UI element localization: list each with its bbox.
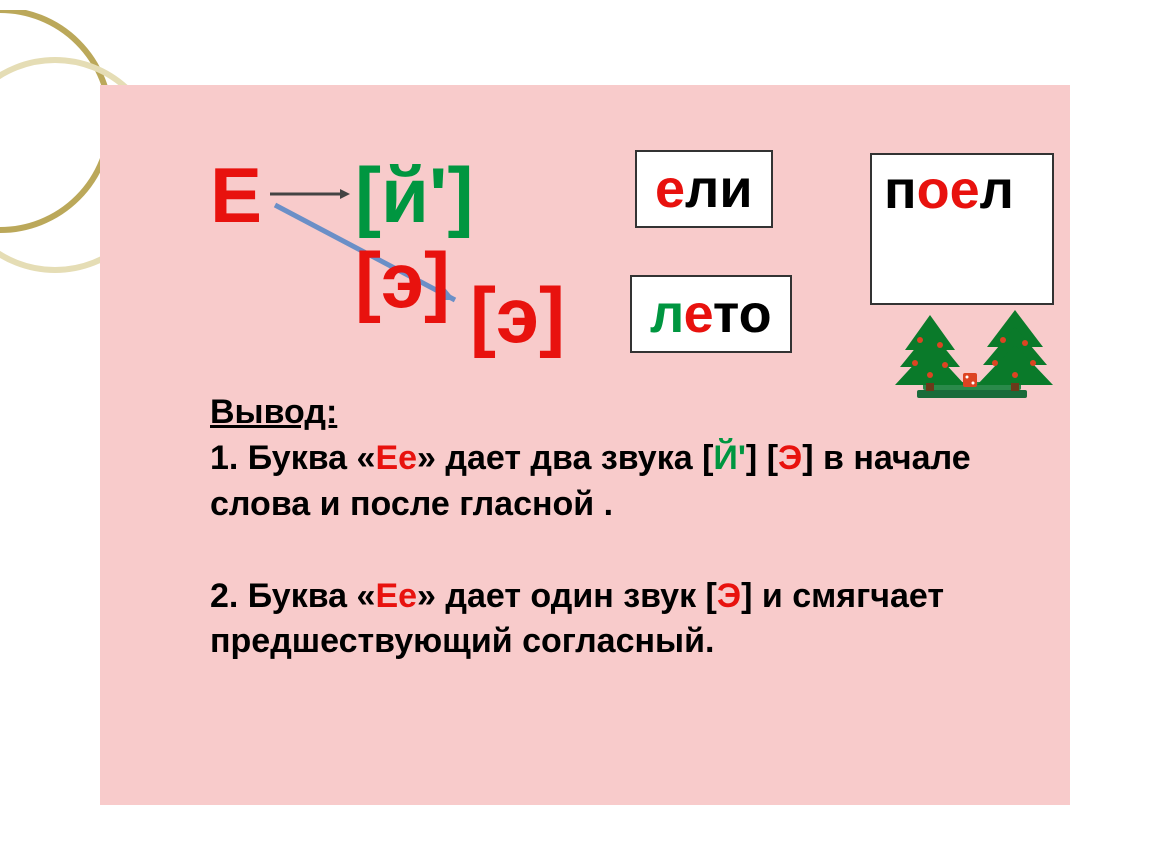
word-rest: ли (685, 159, 753, 219)
letter-p: п (884, 160, 917, 220)
top-diagram: Е [й'] [э] [э] ели лето поел (130, 120, 1040, 380)
text-part: ] [ (746, 439, 778, 477)
sound-e2: [э] (470, 270, 565, 361)
text-part-red: Ее (375, 577, 417, 615)
letter-e-highlight: е (655, 159, 685, 219)
word-box-eli: ели (635, 150, 773, 228)
word-box-leto: лето (630, 275, 792, 353)
sound-y: [й'] (355, 150, 473, 241)
trees-icon (875, 295, 1075, 415)
conclusion-line-1: 1. Буква «Ее» дает два звука [Й'] [Э] в … (210, 436, 1040, 528)
text-part-red: Э (778, 439, 802, 477)
word-box-poel: поел (870, 153, 1054, 305)
text-part-red: Э (717, 577, 741, 615)
text-part: » дает два звука [ (417, 439, 713, 477)
arrow-to-sound1-icon (270, 188, 350, 200)
word-rest: то (713, 284, 772, 344)
conclusion-line-2: 2. Буква «Ее» дает один звук [Э] и смягч… (210, 574, 1040, 666)
letter-e-highlight: е (950, 160, 980, 220)
text-part-red: Ее (375, 439, 417, 477)
letter-o-highlight: о (917, 160, 950, 220)
main-letter: Е (210, 150, 262, 241)
letter-l: л (980, 160, 1014, 220)
slide-panel: Е [й'] [э] [э] ели лето поел (100, 85, 1070, 805)
letter-l-highlight: л (650, 284, 684, 344)
conclusion-block: Вывод: 1. Буква «Ее» дает два звука [Й']… (210, 390, 1040, 665)
text-part: 2. Буква « (210, 577, 375, 615)
text-part: » дает один звук [ (417, 577, 717, 615)
letter-e-highlight: е (684, 284, 713, 344)
text-part: 1. Буква « (210, 439, 375, 477)
text-part-green: Й' (713, 439, 746, 477)
sound-e1: [э] (355, 235, 450, 326)
